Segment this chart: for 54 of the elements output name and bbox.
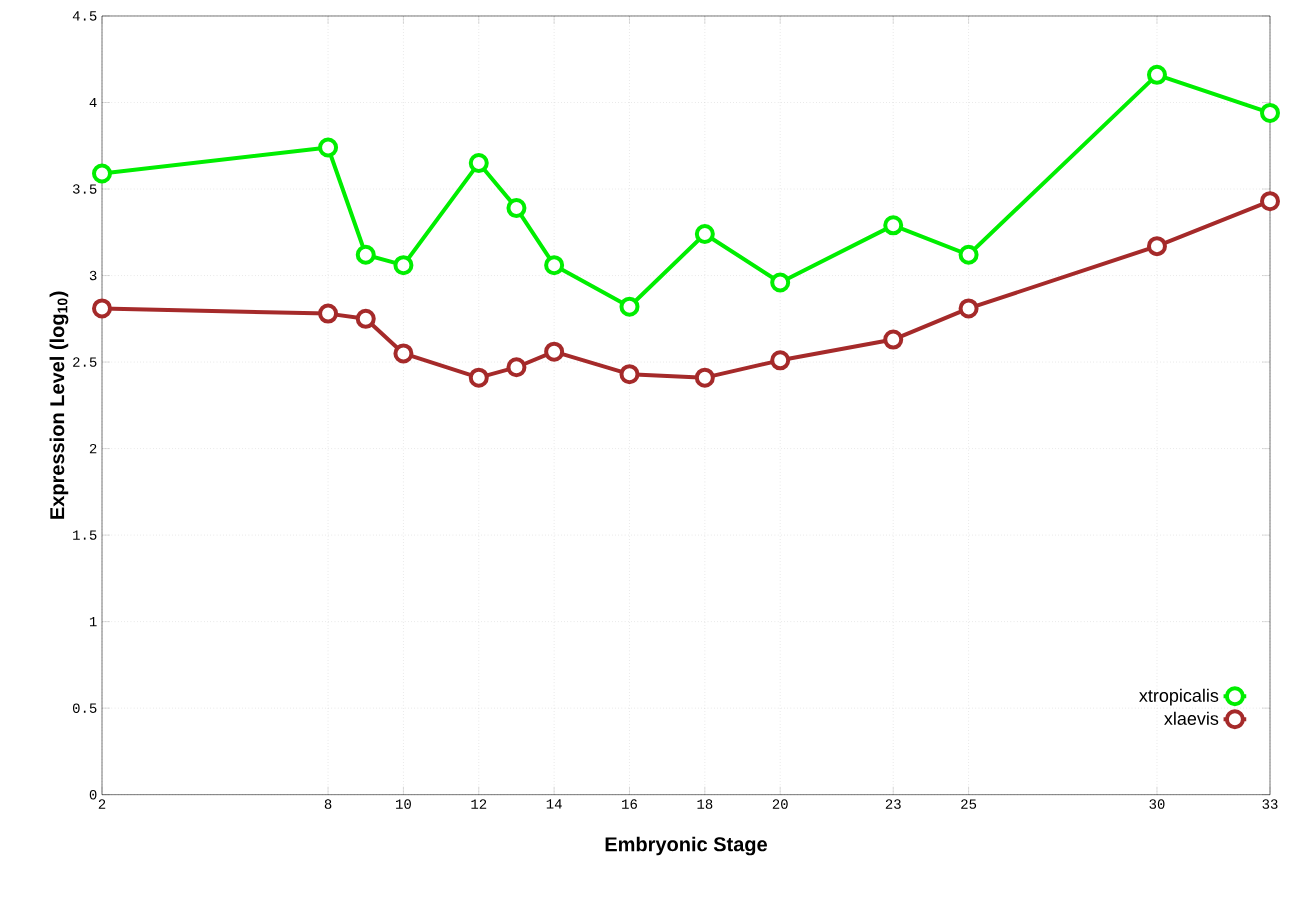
point [318,137,339,158]
x-tick-label: 33 [1262,799,1278,810]
x-tick-label: 18 [697,799,713,810]
point [1260,103,1280,124]
point [1260,191,1280,212]
point [694,367,715,388]
point [355,308,376,329]
point [883,215,904,236]
x-tick-label: 10 [396,799,411,810]
x-tick-label: 14 [546,799,562,809]
point [393,343,414,364]
point [506,198,527,219]
point [958,298,979,319]
point [355,244,376,265]
legend-label: xtropicalis [1139,688,1219,706]
x-tick-label: 23 [885,799,901,810]
point [694,224,715,245]
point [92,298,113,319]
x-tick-label: 25 [961,799,977,810]
x-tick-label: 2 [98,799,106,809]
point [770,272,791,293]
point [619,364,640,385]
x-tick-label: 16 [622,799,637,810]
point [770,350,791,371]
legend-label: xlaevis [1164,711,1219,726]
point [393,255,414,276]
point [1146,64,1167,85]
y-tick-label: 0 [89,790,97,800]
x-tick-label: 8 [324,799,332,810]
y-tick-label: 3.5 [72,184,97,194]
point [506,357,527,378]
y-tick-label: 0.5 [72,703,97,714]
y-tick-label: 1.5 [73,530,97,540]
point [318,303,339,324]
x-tick-label: 12 [471,799,487,809]
y-tick-label: 4 [89,98,97,108]
x-tick-label: 30 [1149,799,1165,810]
point [958,244,979,265]
point [619,296,640,317]
point [92,163,113,184]
point [883,329,904,350]
x-tick-label: 20 [772,799,788,810]
point [544,341,565,362]
y-tick-label: 2.5 [73,357,97,367]
y-axis-title: Expression Level (log$_{10}$) [49,291,69,519]
y-tick-label: 2 [89,444,97,454]
y-tick-label: 1 [89,617,97,627]
point [544,255,565,276]
point [468,367,489,388]
x-axis-title: Embryonic Stage [605,836,767,856]
y-tick-label: 3 [89,270,97,281]
point [1146,236,1167,257]
y-tick-label: 4.5 [72,11,97,21]
point [468,153,489,174]
